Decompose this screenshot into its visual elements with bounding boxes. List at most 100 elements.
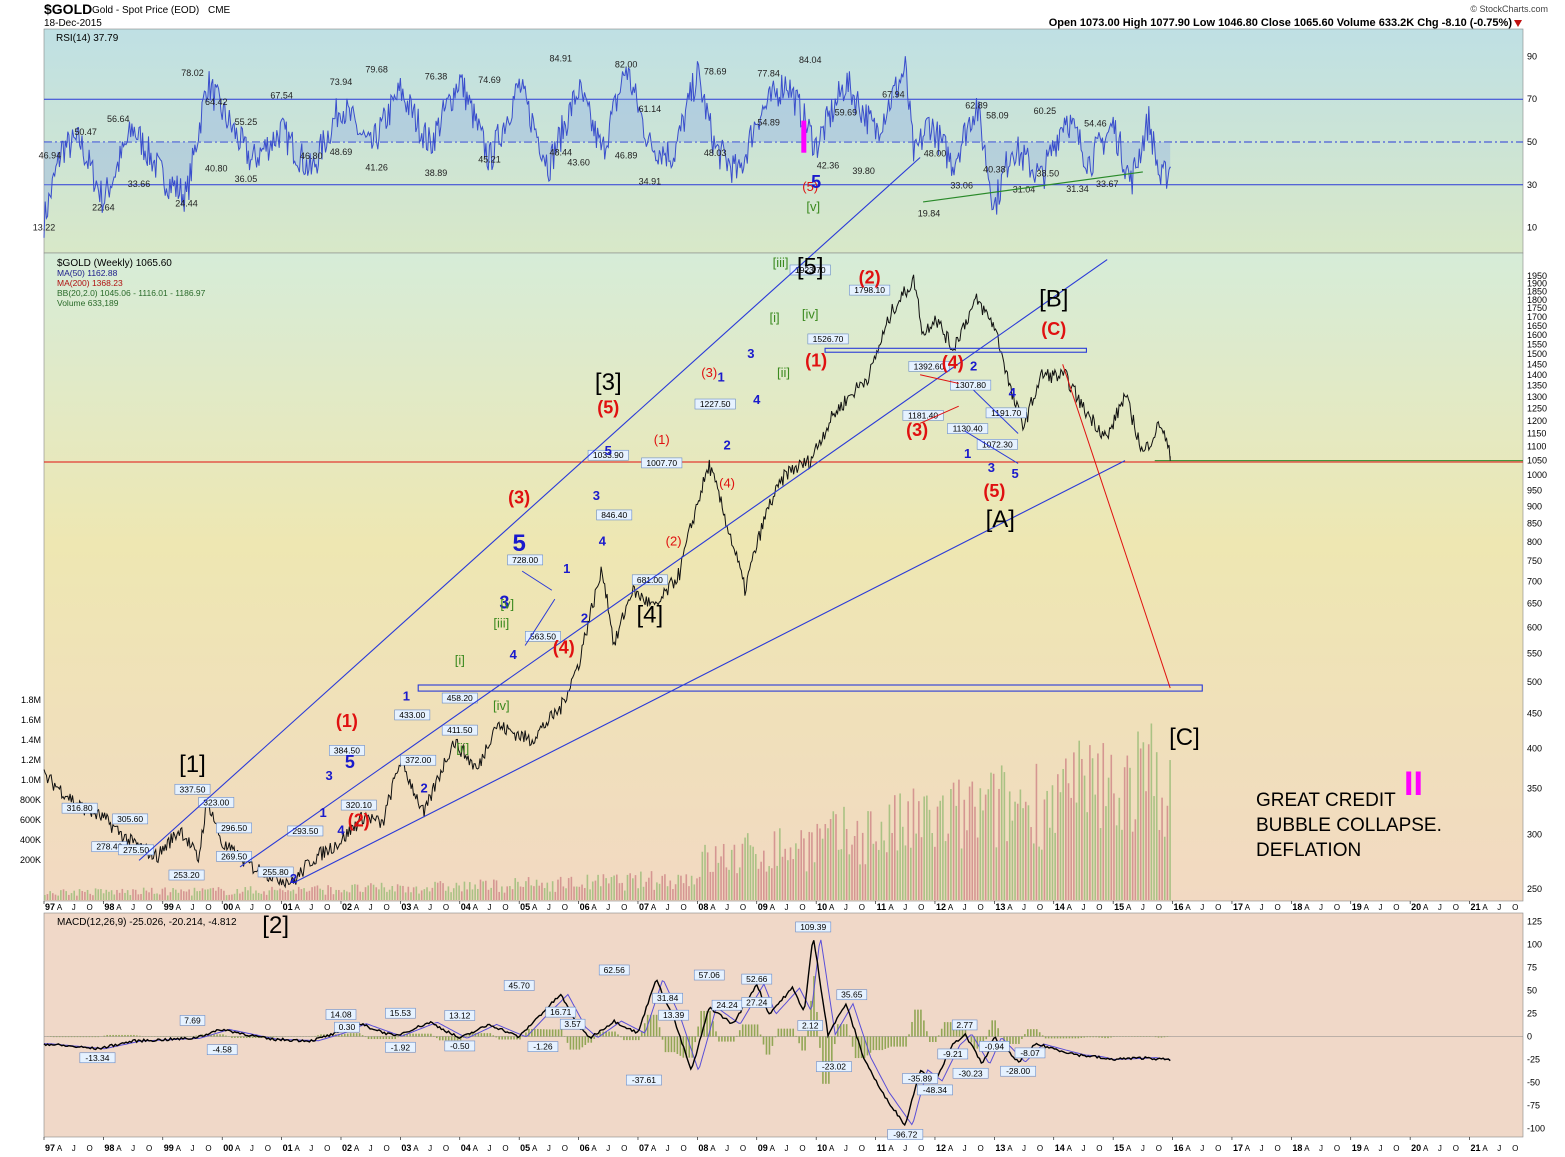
price-point-label: 1307.80 <box>955 380 986 390</box>
macd-label-box <box>795 921 832 933</box>
x-tick-month: A <box>1482 903 1488 912</box>
volume-bar <box>142 887 145 900</box>
price-point-label: 1923.70 <box>795 265 826 275</box>
price-line <box>43 274 1171 889</box>
x-tick-year: 17 <box>1233 1143 1243 1153</box>
volume-bar <box>885 852 888 900</box>
x-tick-month: O <box>1334 903 1340 912</box>
volume-bar <box>89 893 92 900</box>
x-tick-month: O <box>1096 1144 1102 1153</box>
x-tick-month: O <box>384 903 390 912</box>
volume-bar <box>1121 829 1123 900</box>
price-panel <box>43 252 1524 902</box>
macd-histogram-bar <box>985 1036 988 1040</box>
macd-histogram-bar <box>899 1036 901 1047</box>
macd-y-tick: -100 <box>1527 1123 1545 1133</box>
macd-histogram-bar <box>486 1033 489 1037</box>
price-point-label: 1191.70 <box>991 408 1021 418</box>
rsi-point-label: 48.00 <box>924 148 947 158</box>
macd-y-tick: 125 <box>1527 917 1542 927</box>
macd-histogram-bar <box>1059 1036 1062 1039</box>
price-y-tick: 850 <box>1527 519 1542 529</box>
volume-bar <box>156 893 158 900</box>
volume-bar <box>904 845 907 900</box>
volume-bar <box>760 861 762 900</box>
volume-bar <box>562 886 565 900</box>
macd-histogram-bar <box>828 1036 830 1084</box>
volume-bar <box>1011 820 1014 900</box>
volume-bar <box>599 886 602 900</box>
rsi-series: 13.22 46.94 50.47 22.64 56.64 33.66 24.44 78.02… <box>33 53 1523 238</box>
x-tick-year: 15 <box>1114 1143 1124 1153</box>
x-tick-month: O <box>1393 903 1399 912</box>
x-tick-month: J <box>1022 1144 1026 1153</box>
price-y-tick: 1200 <box>1527 416 1547 426</box>
macd-histogram-bar <box>462 1036 465 1038</box>
volume-bar <box>1016 803 1019 900</box>
volume-bar <box>605 878 607 900</box>
macd-histogram-bar <box>340 1034 343 1037</box>
macd-histogram-bar <box>1027 1029 1029 1037</box>
volume-bar <box>1078 740 1081 900</box>
macd-histogram-bar <box>415 1033 417 1037</box>
macd-histogram-bar <box>1050 1036 1053 1039</box>
macd-y-tick: -25 <box>1527 1054 1540 1064</box>
price-label-box <box>61 802 98 814</box>
volume-bar <box>1089 745 1091 900</box>
x-tick-month: A <box>1245 1144 1251 1153</box>
x-tick-month: A <box>1304 903 1310 912</box>
x-tick-month: A <box>1423 903 1429 912</box>
volume-bar <box>990 772 992 900</box>
volume-bar <box>960 848 963 900</box>
wave-label: (4) <box>553 638 575 658</box>
x-tick-month: O <box>1037 1144 1043 1153</box>
rsi-point-label: 59.69 <box>835 107 858 117</box>
rsi-y-tick: 30 <box>1527 180 1537 190</box>
macd-histogram-bar <box>801 1036 803 1051</box>
price-label-box <box>118 844 154 856</box>
x-tick-month: J <box>1319 903 1323 912</box>
macd-label-box <box>797 1020 823 1031</box>
macd-label-box <box>917 1084 953 1096</box>
x-tick-month: A <box>532 1144 538 1153</box>
volume-bar <box>1043 799 1046 900</box>
price-y-tick: 1600 <box>1527 330 1547 340</box>
volume-bar <box>642 886 645 900</box>
macd-histogram-bar <box>1006 1036 1008 1044</box>
x-tick-month: A <box>354 903 360 912</box>
x-tick-month: O <box>324 903 330 912</box>
macd-histogram-bar <box>762 1036 765 1045</box>
volume-bar <box>1030 827 1032 900</box>
volume-bar <box>81 890 84 900</box>
x-tick-month: O <box>87 1144 93 1153</box>
x-tick-year: 20 <box>1411 1143 1421 1153</box>
x-tick-month: A <box>1007 1144 1013 1153</box>
macd-histogram-bar <box>946 1022 949 1037</box>
x-tick-month: A <box>413 1144 419 1153</box>
volume-bar <box>519 886 522 900</box>
x-tick-year: 00 <box>223 1143 233 1153</box>
volume-bar <box>923 796 925 900</box>
price-label-box <box>694 398 736 410</box>
price-y-tick: 650 <box>1527 599 1542 609</box>
macd-label-box <box>503 980 535 991</box>
volume-bar <box>84 891 86 900</box>
rsi-point-label: 50.47 <box>74 127 97 137</box>
price-point-label: 1227.50 <box>700 399 731 409</box>
volume-bar <box>1150 723 1153 900</box>
rsi-point-label: 76.38 <box>425 72 448 82</box>
volume-bar <box>378 889 380 900</box>
symbol-label: $GOLD <box>44 1 92 17</box>
volume-bar <box>557 879 559 900</box>
price-point-label: 337.50 <box>179 784 205 794</box>
macd-histogram-bar <box>1107 1036 1109 1039</box>
x-tick-month: J <box>1438 903 1442 912</box>
macd-histogram-bar <box>973 1036 976 1049</box>
volume-bar <box>934 846 936 900</box>
volume-bar <box>273 889 276 900</box>
volume-bar <box>495 880 498 900</box>
volume-bar <box>212 887 214 900</box>
volume-bar <box>1014 801 1016 900</box>
volume-bar <box>220 888 223 900</box>
wave-label: (5) <box>983 481 1005 501</box>
